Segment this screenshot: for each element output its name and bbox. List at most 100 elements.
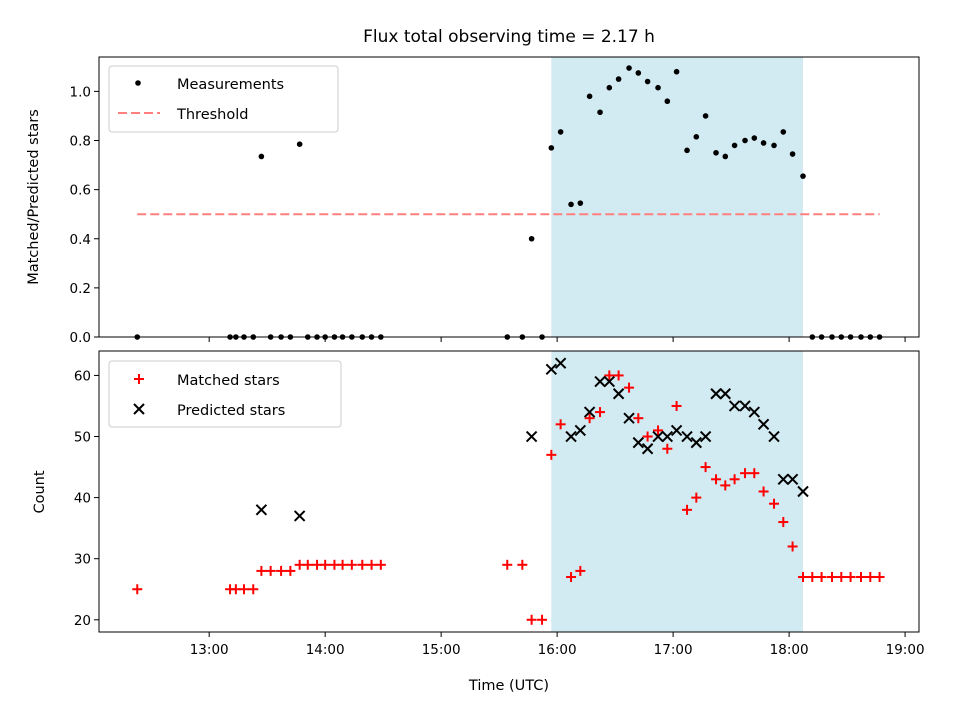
data-point [827,572,838,583]
legend-label-measurements: Measurements [177,77,284,93]
data-point [577,200,584,206]
data-point [787,541,798,552]
data-point [238,584,249,595]
data-point [256,565,267,576]
data-point [624,382,635,393]
data-point [693,134,700,140]
data-point [357,559,368,570]
data-point [537,614,548,625]
data-point [777,473,790,485]
series-measurements [134,65,883,340]
data-point [594,375,606,388]
data-point [653,425,664,436]
data-point [502,559,513,570]
data-point [711,474,722,485]
data-point [749,468,760,479]
data-point [375,559,386,570]
data-point [615,76,622,82]
data-point [751,135,758,141]
y-tick-label-bot: 50 [74,430,91,446]
legend-marker-measurements [135,80,141,86]
data-point [632,436,645,449]
data-point [778,517,789,528]
legend-bottom: Matched stars Predicted stars [108,360,342,428]
data-point [691,492,702,503]
y-tick-label-top: 1.0 [70,84,91,100]
y-tick-label-bot: 60 [74,368,91,384]
data-point [641,443,654,455]
data-point [276,565,287,576]
data-point [574,424,587,437]
legend-label-predicted: Predicted stars [177,403,285,419]
data-point [597,109,603,116]
data-point [548,145,555,151]
data-point [662,443,673,454]
y-axis-label-bottom: Count [32,470,48,513]
data-point [670,424,683,437]
data-point [575,565,586,576]
data-point [740,468,751,479]
legend-box-bottom [108,360,342,428]
data-point [517,559,528,570]
legend-label-matched: Matched stars [177,373,280,389]
x-axis-label: Time (UTC) [468,678,549,694]
data-point [346,559,357,570]
data-point [612,388,625,400]
data-point [865,572,876,583]
data-point [296,141,303,147]
x-tick-label: 16:00 [538,642,577,658]
data-point [595,407,606,418]
data-point [845,572,856,583]
data-point [769,498,780,509]
data-point [302,559,313,570]
data-point [526,614,537,625]
data-point [731,142,738,149]
data-point [728,400,741,412]
data-point [652,430,664,443]
data-point [757,418,770,431]
data-point [700,462,711,473]
series-predicted-stars [255,357,809,522]
x-tick-label: 17:00 [654,642,693,658]
data-point [568,201,574,208]
data-point [337,559,348,570]
data-point [722,153,729,160]
data-point [771,142,777,149]
data-point [856,572,867,583]
data-point [565,430,577,443]
data-point [780,129,787,135]
y-tick-label-top: 0.0 [70,330,91,346]
x-tick-label: 18:00 [770,642,809,658]
plot-frame-bottom [98,350,920,633]
data-point [760,140,767,146]
series-matched-stars [132,370,885,625]
highlight-span-top [551,57,804,337]
data-point [699,430,712,443]
x-tick-label: 15:00 [422,642,461,658]
data-point [603,375,616,388]
data-point [557,129,564,135]
data-point [545,363,558,376]
data-point [789,151,796,157]
y-tick-label-bot: 30 [74,552,91,568]
panel-ratio: 0.0 0.2 0.4 0.6 0.8 1.0 Matched/Predicted sta… [26,56,920,346]
data-point [584,413,595,424]
data-point [807,572,818,583]
data-point [836,572,847,583]
y-tick-label-top: 0.2 [70,281,91,297]
data-point [635,70,642,76]
data-point [742,137,748,144]
data-point [606,84,613,91]
data-point [661,430,674,443]
data-point [800,173,806,179]
data-point [798,572,809,583]
data-point [265,565,276,576]
panel-counts: 20 30 40 50 60 13:00 14:00 15:00 16:00 17:00 18:0… [32,350,925,694]
legend-marker-matched [134,374,144,384]
y-tick-label-top: 0.4 [70,232,91,248]
data-point [684,147,690,154]
data-point [673,68,680,75]
data-point [525,430,538,443]
data-point [642,431,653,442]
data-point [713,149,719,156]
